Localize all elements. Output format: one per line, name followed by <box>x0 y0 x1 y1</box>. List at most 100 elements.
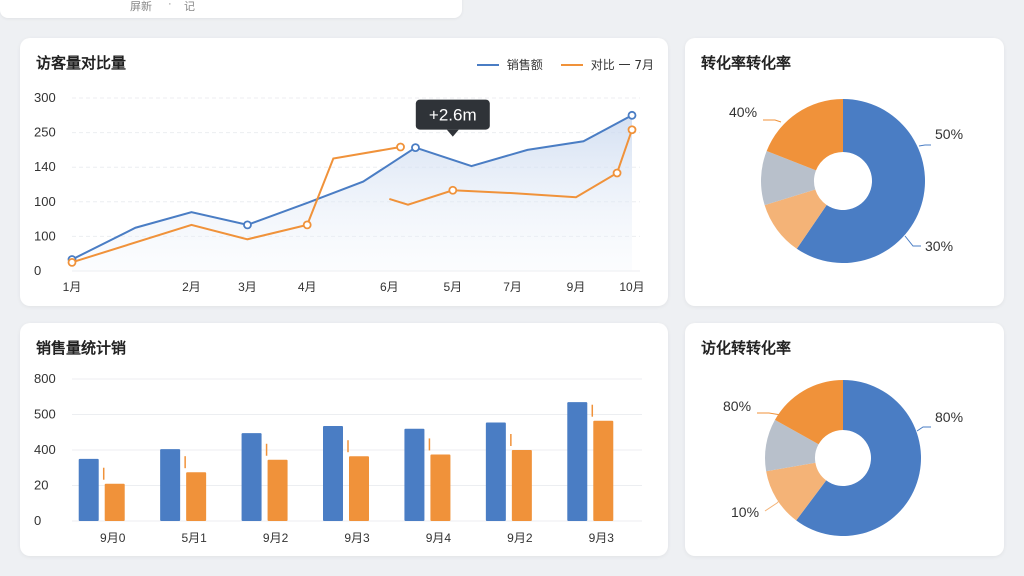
y-tick-label: 400 <box>34 442 56 457</box>
tooltip-pointer <box>446 129 459 137</box>
y-tick-label: 0 <box>34 263 41 278</box>
bar <box>593 420 614 521</box>
bar <box>485 422 506 521</box>
breadcrumb-item[interactable]: 记 <box>184 1 195 13</box>
pie-slice <box>774 380 843 445</box>
x-tick-label: 9月 <box>567 280 586 294</box>
tooltip-text: +2.6m <box>429 106 477 125</box>
legend-label-sales: 销售额 <box>506 58 543 72</box>
bar <box>567 402 588 521</box>
pie-chart-1: 50% 30% 40% <box>729 99 963 263</box>
y-tick-label: 250 <box>34 125 56 140</box>
y-tick-label: 140 <box>34 159 56 174</box>
series-point <box>302 220 312 230</box>
legend-swatch-sales <box>476 63 499 66</box>
x-tick-label: 7月 <box>503 280 522 294</box>
x-tick-label: 9月2 <box>263 531 289 545</box>
bar <box>267 459 288 521</box>
y-tick-label: 100 <box>34 194 56 209</box>
slice-label: 40% <box>729 104 757 120</box>
legend-item-compare[interactable]: 对比 一 7月 <box>560 56 654 73</box>
bar <box>241 433 262 521</box>
bar <box>349 456 369 521</box>
y-tick-label: 800 <box>34 371 56 386</box>
bar <box>78 458 99 521</box>
series-line <box>71 146 401 264</box>
label-leader <box>763 119 782 123</box>
label-leader <box>918 144 931 147</box>
series-point <box>243 220 252 230</box>
legend-item-sales[interactable]: 销售额 <box>476 56 543 73</box>
line-chart-title: 访客量对比量 <box>36 54 127 72</box>
slice-label: 10% <box>731 504 759 520</box>
tooltip-box <box>415 99 490 130</box>
pie-slice <box>764 189 827 249</box>
pie-slice <box>796 99 925 263</box>
pie-slice <box>766 462 827 521</box>
x-tick-label: 3月 <box>238 280 257 294</box>
bar-chart-card: 销售量统计销 0 20 400 500 800 9月0 5月1 9月2 9月3 9月4 9月2 9月3 <box>20 323 668 556</box>
bar <box>430 454 451 521</box>
pie-slice <box>766 99 843 171</box>
y-tick-label: 500 <box>34 407 56 422</box>
slice-label: 80% <box>935 409 963 425</box>
bar <box>323 426 343 521</box>
x-tick-label: 4月 <box>298 280 317 294</box>
series-point <box>396 142 405 152</box>
pie-chart-card-1: 转化率转化率 50% 30% 40% <box>685 38 1004 306</box>
slice-label: 30% <box>925 238 953 254</box>
bar <box>186 472 207 521</box>
pie-slice <box>796 380 921 536</box>
line-chart-card: 访客量对比量 销售额 对比 一 7月 0 100 100 140 250 300 1月 2月 3… <box>20 38 668 306</box>
series-point <box>448 185 458 195</box>
pie-slice <box>765 419 819 472</box>
label-leader <box>757 412 782 416</box>
bar-chart: 0 20 400 500 800 9月0 5月1 9月2 9月3 9月4 9月2 9月3 <box>34 371 642 545</box>
label-leader <box>916 426 931 432</box>
x-tick-label: 10月 <box>619 280 644 294</box>
y-tick-label: 0 <box>34 513 41 528</box>
series-point <box>67 257 77 267</box>
x-tick-label: 6月 <box>380 280 399 294</box>
top-bar: 屏新 · 记 <box>0 0 462 18</box>
series-point <box>612 168 622 178</box>
breadcrumb-separator: · <box>168 0 172 10</box>
legend-swatch-compare <box>560 63 583 66</box>
label-leader <box>764 496 784 512</box>
pie-chart-2: 80% 10% 80% <box>723 380 963 536</box>
y-tick-label: 100 <box>34 228 56 243</box>
x-tick-label: 9月2 <box>507 531 533 545</box>
legend-label-compare: 对比 一 7月 <box>590 58 654 72</box>
line-chart: 0 100 100 140 250 300 1月 2月 3月 4月 6月 5月 7月 9月 10月 +2.6m <box>34 90 645 294</box>
series-point <box>411 143 420 152</box>
x-tick-label: 1月 <box>63 280 82 294</box>
label-leader <box>904 235 921 247</box>
pie-chart-title-1: 转化率转化率 <box>701 54 792 72</box>
series-point <box>627 110 637 120</box>
pie-slice <box>761 151 817 206</box>
y-tick-label: 300 <box>34 90 56 105</box>
bar <box>160 449 181 521</box>
pie-chart-card-2: 访化转转化率 80% 10% 80% <box>685 323 1004 556</box>
series-point <box>627 125 637 135</box>
x-tick-label: 9月3 <box>344 531 370 545</box>
bar <box>104 483 125 521</box>
slice-label: 80% <box>723 398 751 414</box>
x-tick-label: 5月1 <box>181 531 207 545</box>
breadcrumb-item[interactable]: 屏新 <box>130 1 152 13</box>
y-tick-label: 20 <box>34 478 48 493</box>
line-chart-legend: 销售额 对比 一 7月 <box>476 56 654 73</box>
x-tick-label: 2月 <box>182 280 201 294</box>
bar <box>404 428 425 521</box>
series-line <box>71 114 633 261</box>
series-area-sales <box>72 115 632 271</box>
chart-tooltip: +2.6m <box>415 99 490 137</box>
x-tick-label: 5月 <box>443 280 462 294</box>
x-tick-label: 9月3 <box>589 531 615 545</box>
bar <box>511 450 532 521</box>
bar-chart-title: 销售量统计销 <box>36 339 127 357</box>
x-tick-label: 9月0 <box>100 531 126 545</box>
x-tick-label: 9月4 <box>426 531 452 545</box>
pie-chart-title-2: 访化转转化率 <box>701 339 792 357</box>
slice-label: 50% <box>935 126 963 142</box>
